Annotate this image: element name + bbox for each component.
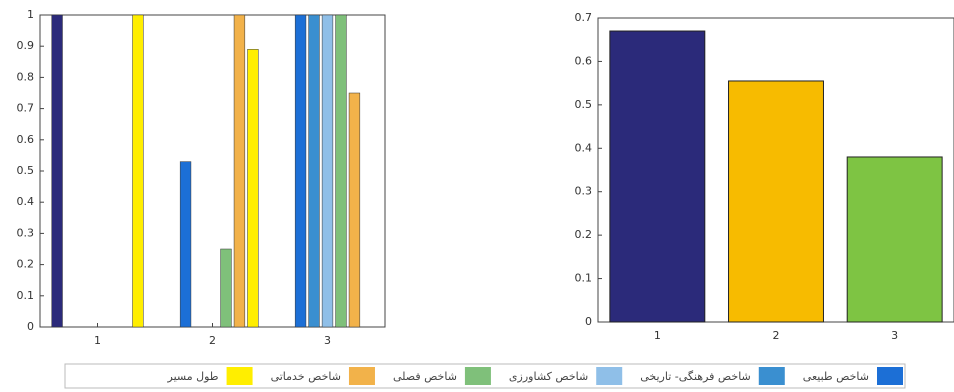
bar (179, 161, 192, 328)
legend-swatch (348, 367, 375, 385)
bar (728, 80, 824, 323)
y-tick-label: 0.1 (575, 272, 593, 285)
y-tick-label: 0.5 (17, 164, 35, 177)
legend-label: شاخص کشاورزی (509, 370, 588, 383)
bar (132, 14, 144, 328)
y-tick-label: 0.5 (575, 98, 593, 111)
bar (846, 156, 943, 323)
x-tick-label: 3 (891, 329, 898, 342)
legend-swatch (464, 367, 491, 385)
legend-swatch (877, 367, 903, 385)
y-tick-label: 0.6 (17, 133, 35, 146)
bar (51, 14, 63, 328)
legend-swatch (758, 367, 785, 385)
y-tick-label: 0.4 (575, 141, 593, 154)
legend-label: شاخص فرهنگی- تاریخی (640, 370, 751, 383)
y-tick-label: 0.2 (17, 258, 35, 271)
x-tick-label: 1 (654, 329, 661, 342)
bar (220, 248, 232, 328)
legend-label: شاخص خدماتی (271, 370, 341, 383)
y-tick-label: 0 (585, 315, 592, 328)
y-tick-label: 0.9 (17, 39, 35, 52)
legend-label: شاخص فصلی (393, 370, 457, 383)
bar (294, 14, 307, 328)
bar (321, 14, 334, 328)
y-tick-label: 0.4 (17, 195, 35, 208)
y-tick-label: 0.7 (575, 11, 593, 24)
legend-label: شاخص طبیعی (803, 370, 869, 383)
y-tick-label: 0.6 (575, 54, 593, 67)
bar (609, 30, 706, 323)
y-tick-label: 1 (27, 8, 34, 21)
plot-area (39, 14, 386, 328)
y-tick-label: 0.7 (17, 102, 35, 115)
bar (247, 49, 259, 328)
bar (348, 92, 361, 328)
legend-swatch (226, 367, 253, 385)
y-tick-label: 0.3 (17, 226, 35, 239)
y-tick-label: 0.1 (17, 289, 35, 302)
y-tick-label: 0.2 (575, 228, 593, 241)
y-tick-label: 0.8 (17, 70, 35, 83)
y-tick-label: 0 (27, 320, 34, 333)
x-tick-label: 2 (773, 329, 780, 342)
bar (308, 14, 320, 328)
x-tick-label: 1 (94, 334, 101, 347)
legend-label: طول مسیر (167, 370, 219, 383)
bar (233, 14, 246, 328)
y-tick-label: 0.3 (575, 185, 593, 198)
legend-swatch (596, 367, 623, 385)
bar (335, 14, 347, 328)
x-tick-label: 2 (209, 334, 216, 347)
x-tick-label: 3 (324, 334, 331, 347)
